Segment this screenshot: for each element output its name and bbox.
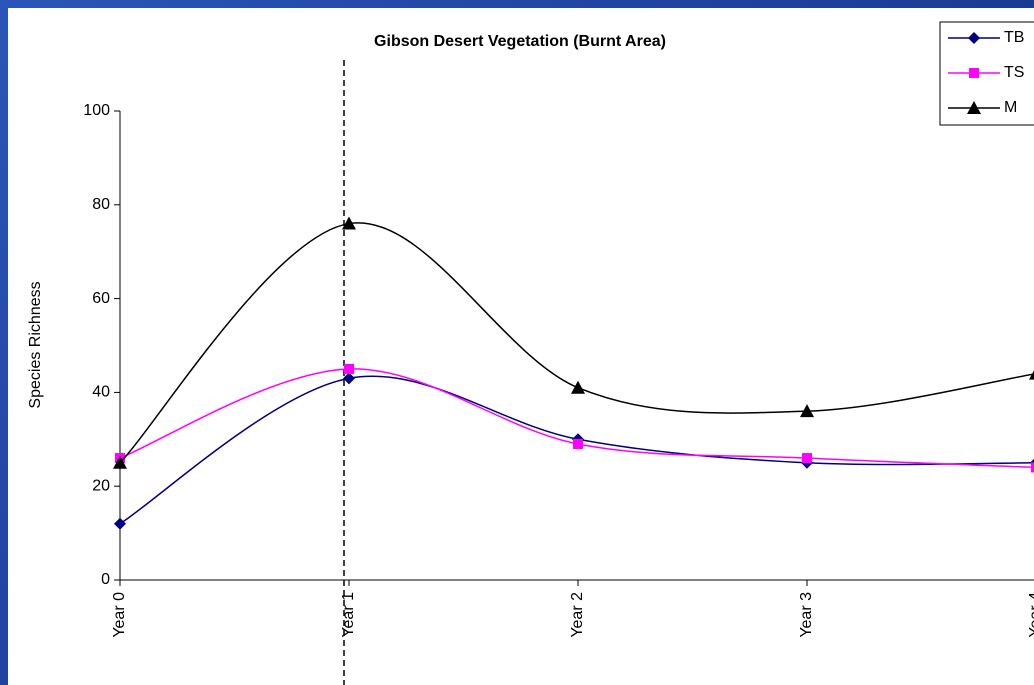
data-point bbox=[571, 380, 585, 394]
legend-marker bbox=[967, 101, 981, 114]
legend-label: TB bbox=[1004, 29, 1024, 46]
x-tick-label: Year 1 bbox=[340, 592, 357, 638]
data-point bbox=[343, 372, 355, 385]
y-tick-label: 40 bbox=[92, 384, 110, 401]
data-point bbox=[1031, 462, 1034, 473]
legend-marker bbox=[968, 32, 980, 44]
x-tick-label: Year 0 bbox=[111, 592, 128, 638]
x-tick-label: Year 3 bbox=[798, 592, 815, 638]
y-tick-label: 100 bbox=[83, 102, 110, 119]
data-point bbox=[344, 363, 354, 374]
data-point bbox=[342, 216, 356, 230]
chart-title: Gibson Desert Vegetation (Burnt Area) bbox=[374, 33, 666, 50]
data-point bbox=[573, 438, 583, 449]
legend-label: TS bbox=[1004, 64, 1024, 81]
y-tick-label: 80 bbox=[92, 196, 110, 213]
data-point bbox=[114, 517, 126, 530]
data-point bbox=[802, 453, 812, 464]
legend-marker bbox=[969, 68, 979, 78]
legend-label: M bbox=[1004, 99, 1017, 116]
x-tick-label: Year 4 bbox=[1027, 592, 1034, 638]
y-tick-label: 0 bbox=[101, 571, 110, 588]
y-axis-label: Species Richness bbox=[27, 281, 44, 408]
y-tick-label: 20 bbox=[92, 477, 110, 494]
x-tick-label: Year 2 bbox=[569, 592, 586, 638]
data-point bbox=[1029, 370, 1034, 380]
data-point bbox=[113, 455, 127, 469]
series-line bbox=[119, 222, 1034, 464]
data-point bbox=[800, 404, 814, 418]
y-tick-label: 60 bbox=[92, 290, 110, 307]
